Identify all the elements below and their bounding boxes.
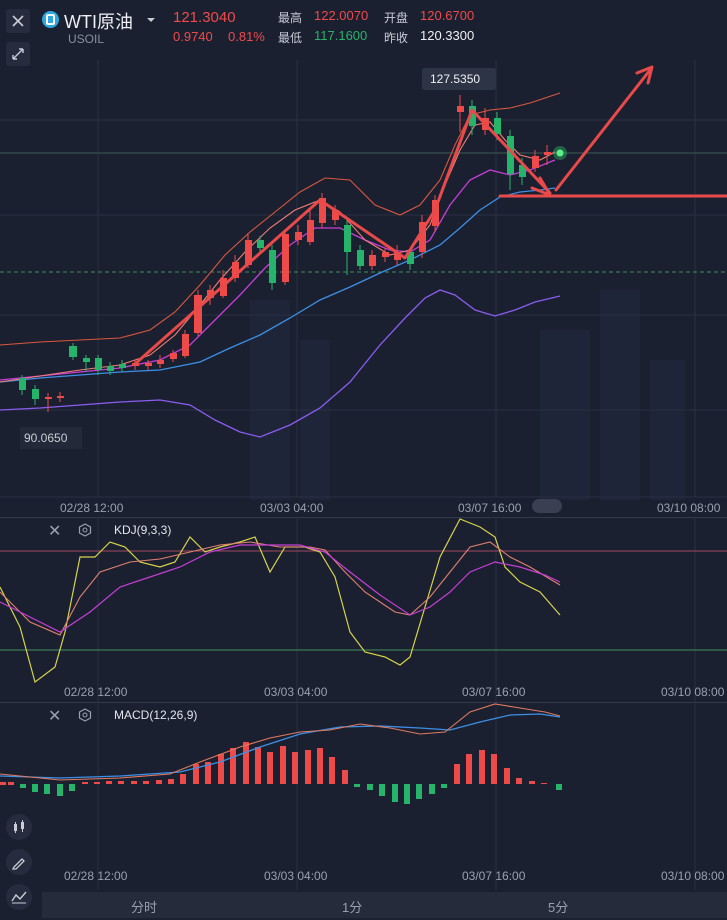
close-icon[interactable] [6, 9, 30, 33]
symbol-name[interactable]: WTI原油 [64, 12, 133, 32]
low-value: 117.1600 [314, 28, 368, 43]
high-label: 最高 [278, 11, 303, 25]
collapse-icon[interactable] [6, 42, 30, 66]
macd-time-2: 03/07 16:00 [462, 869, 526, 883]
kdj-time-1: 03/03 04:00 [264, 685, 328, 699]
kdj-time-3: 03/10 08:00 [661, 685, 725, 699]
low-price-tag [20, 427, 82, 449]
macd-close-icon[interactable]: ✕ [48, 708, 62, 725]
macd-time-0: 02/28 12:00 [64, 869, 128, 883]
peak-price-tag [422, 68, 496, 90]
macd-settings-icon[interactable] [78, 708, 92, 727]
main-time-3: 03/10 08:00 [657, 501, 721, 515]
high-value: 122.0070 [314, 8, 369, 23]
macd-time-1: 03/03 04:00 [264, 869, 328, 883]
low-label: 最低 [278, 31, 303, 45]
main-time-1: 03/03 04:00 [260, 501, 324, 515]
macd-time-3: 03/10 08:00 [661, 869, 725, 883]
kdj-settings-icon[interactable] [78, 523, 92, 542]
last-price: 121.3040 [173, 9, 236, 26]
price-change: 0.9740 [173, 29, 213, 44]
macd-chart[interactable] [0, 702, 727, 890]
candles [19, 95, 551, 412]
scroll-handle[interactable] [532, 499, 562, 513]
dropdown-icon[interactable] [146, 12, 156, 30]
prev-close-label: 昨收 [384, 31, 409, 45]
prev-close-value: 120.3300 [420, 28, 475, 43]
tab-timeshare[interactable]: 分时 [131, 900, 158, 915]
trend-annotations [133, 65, 727, 366]
low-price-label: 90.0650 [24, 431, 68, 445]
kdj-time-0: 02/28 12:00 [64, 685, 128, 699]
tab-5min[interactable]: 5分 [548, 900, 569, 915]
candlestick-icon[interactable] [6, 814, 32, 840]
macd-histogram [0, 742, 562, 804]
price-change-pct: 0.81% [228, 29, 265, 44]
kdj-chart[interactable] [0, 517, 727, 702]
macd-title: MACD(12,26,9) [114, 708, 198, 722]
symbol-code: USOIL [68, 32, 105, 46]
main-time-0: 02/28 12:00 [60, 501, 124, 515]
period-tabs: 分时 1分 5分 [42, 892, 727, 918]
kdj-close-icon[interactable]: ✕ [48, 523, 62, 540]
peak-price-label: 127.5350 [430, 72, 481, 86]
tab-1min[interactable]: 1分 [342, 900, 363, 915]
symbol-logo-icon [42, 11, 59, 28]
indicator-icon[interactable] [6, 884, 32, 910]
open-label: 开盘 [384, 11, 409, 25]
open-value: 120.6700 [420, 8, 475, 23]
draw-icon[interactable] [6, 849, 32, 875]
kdj-time-2: 03/07 16:00 [462, 685, 526, 699]
kdj-title: KDJ(9,3,3) [114, 523, 172, 537]
main-time-2: 03/07 16:00 [458, 501, 522, 515]
